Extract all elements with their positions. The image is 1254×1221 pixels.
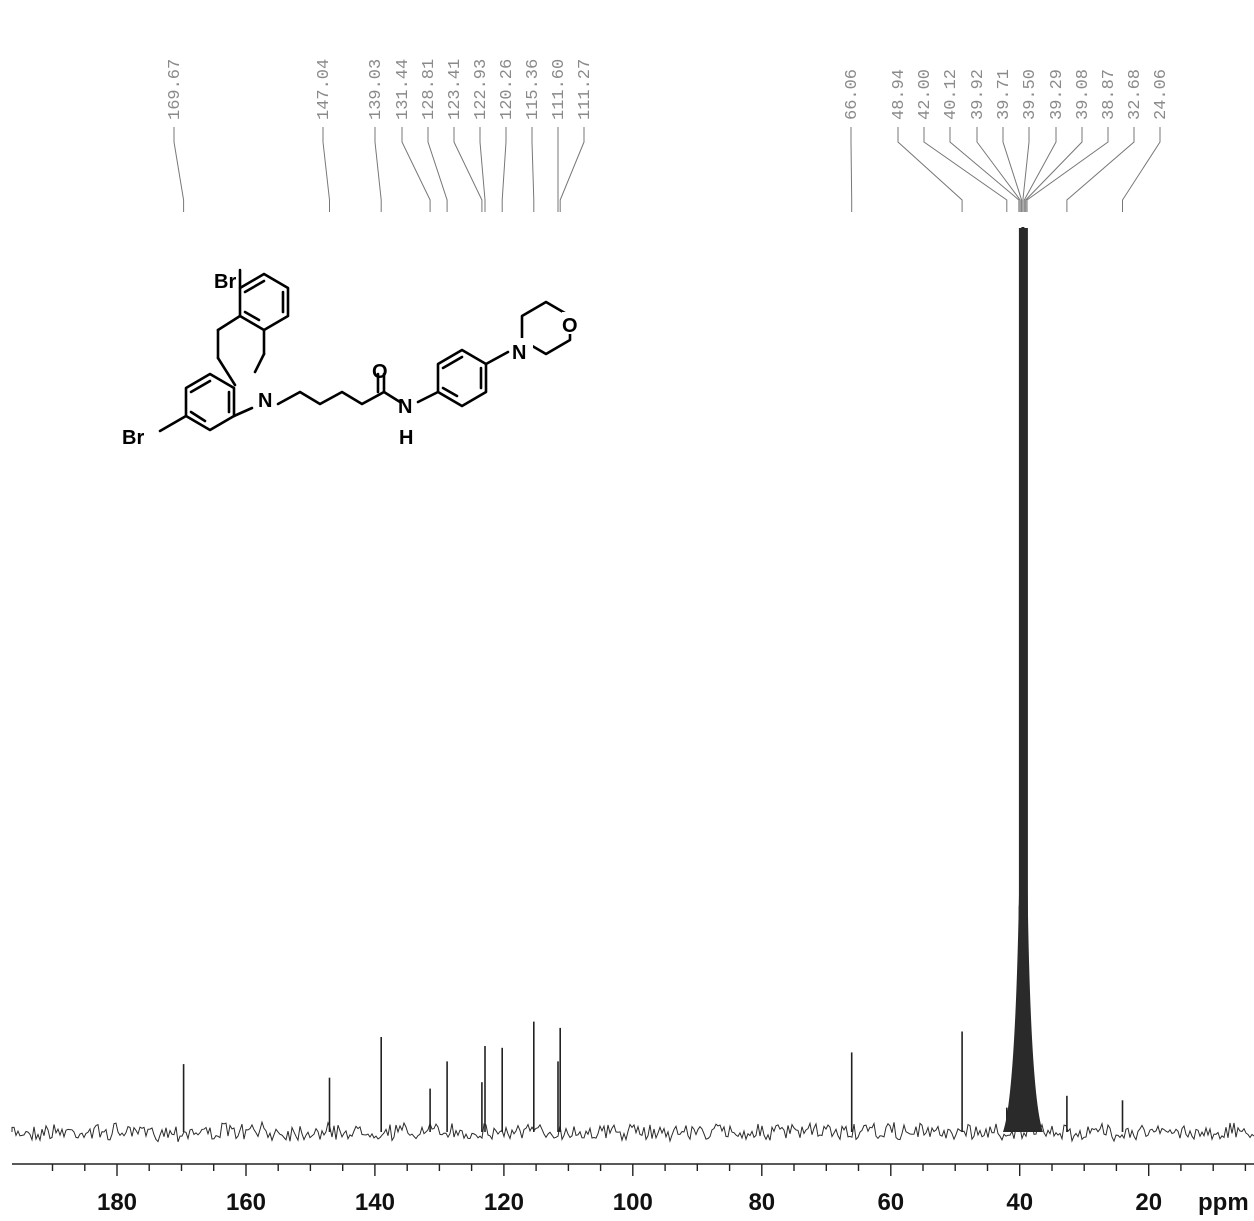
peak-label-7: 120.26 — [498, 59, 517, 120]
x-tick-label-140: 140 — [355, 1189, 395, 1216]
x-tick-label-100: 100 — [613, 1189, 653, 1216]
peak-connector-20 — [1026, 127, 1109, 212]
solvent-peak — [1002, 227, 1043, 1132]
x-tick-label-80: 80 — [748, 1189, 775, 1216]
peak-label-21: 32.68 — [1126, 69, 1145, 120]
peak-connector-6 — [479, 127, 486, 212]
peak-label-17: 39.50 — [1021, 69, 1040, 120]
peak-label-12: 48.94 — [890, 69, 909, 120]
x-tick-label-20: 20 — [1135, 1189, 1162, 1216]
x-axis-ticks: 180 160 140 120 100 80 60 40 20 — [51, 1164, 1247, 1216]
spectrum-peaks — [182, 1021, 1124, 1132]
peak-label-6: 122.93 — [472, 59, 491, 120]
x-tick-label-60: 60 — [877, 1189, 904, 1216]
peak-connector-3 — [401, 127, 431, 212]
solvent-peak-base — [1002, 832, 1043, 1132]
peak-label-14: 40.12 — [942, 69, 961, 120]
peak-label-3: 131.44 — [394, 59, 413, 120]
peak-label-5: 123.41 — [446, 59, 465, 120]
peak-label-15: 39.92 — [969, 69, 988, 120]
svg-text:Br: Br — [214, 271, 236, 293]
peak-connector-11 — [850, 127, 853, 212]
x-tick-label-180: 180 — [97, 1189, 137, 1216]
svg-text:N: N — [398, 396, 412, 418]
x-tick-label-160: 160 — [226, 1189, 266, 1216]
peak-connector-12 — [897, 127, 963, 212]
svg-text:N: N — [258, 390, 272, 412]
spectrum-baseline-noise — [11, 1120, 1254, 1143]
peak-connector-18 — [1023, 127, 1057, 212]
peak-connector-22 — [1122, 127, 1161, 212]
peak-connector-21 — [1066, 127, 1135, 212]
peak-label-4: 128.81 — [420, 59, 439, 120]
peak-label-1: 147.04 — [315, 59, 334, 120]
x-tick-label-120: 120 — [484, 1189, 524, 1216]
peak-label-10: 111.27 — [576, 59, 595, 120]
peak-label-18: 39.29 — [1048, 69, 1067, 120]
peak-connector-17 — [1022, 127, 1030, 212]
peak-labels: 169.67 147.04 139.03 131.44 128.81 123.41 122.… — [166, 59, 1171, 120]
solvent-peak-body — [1018, 228, 1028, 1132]
peak-label-22: 24.06 — [1152, 69, 1171, 120]
svg-text:H: H — [399, 427, 413, 449]
peak-connector-4 — [427, 127, 448, 212]
peak-label-0: 169.67 — [166, 59, 185, 120]
peak-label-19: 39.08 — [1074, 69, 1093, 120]
svg-text:Br: Br — [122, 427, 144, 449]
x-axis-label: ppm — [1198, 1189, 1249, 1216]
x-tick-label-40: 40 — [1006, 1189, 1033, 1216]
peak-label-11: 66.06 — [843, 69, 862, 120]
peak-label-connectors — [173, 127, 1161, 212]
peak-label-8: 115.36 — [524, 59, 543, 120]
peak-label-16: 39.71 — [995, 69, 1014, 120]
peak-label-13: 42.00 — [916, 69, 935, 120]
peak-connector-13 — [923, 127, 1008, 212]
butanamide-chain — [276, 390, 386, 406]
peak-label-20: 38.87 — [1100, 69, 1119, 120]
peak-connector-15 — [976, 127, 1021, 212]
chemical-structure — [158, 268, 572, 433]
peak-connector-8 — [531, 127, 535, 212]
peak-connector-2 — [374, 127, 382, 212]
svg-text:O: O — [562, 315, 578, 337]
peak-connector-7 — [501, 127, 507, 212]
peak-connector-5 — [453, 127, 483, 212]
svg-text:O: O — [372, 361, 388, 383]
peak-label-9: 111.60 — [550, 59, 569, 120]
svg-text:N: N — [512, 342, 526, 364]
peak-connector-10 — [559, 127, 585, 212]
peak-label-2: 139.03 — [367, 59, 386, 120]
structure-atom-labels: Br Br N O N H N O — [122, 271, 582, 449]
peak-connector-14 — [949, 127, 1020, 212]
peak-connector-19 — [1025, 127, 1083, 212]
peak-connector-1 — [322, 127, 330, 212]
peak-connector-0 — [173, 127, 185, 212]
peak-connector-16 — [1002, 127, 1023, 212]
